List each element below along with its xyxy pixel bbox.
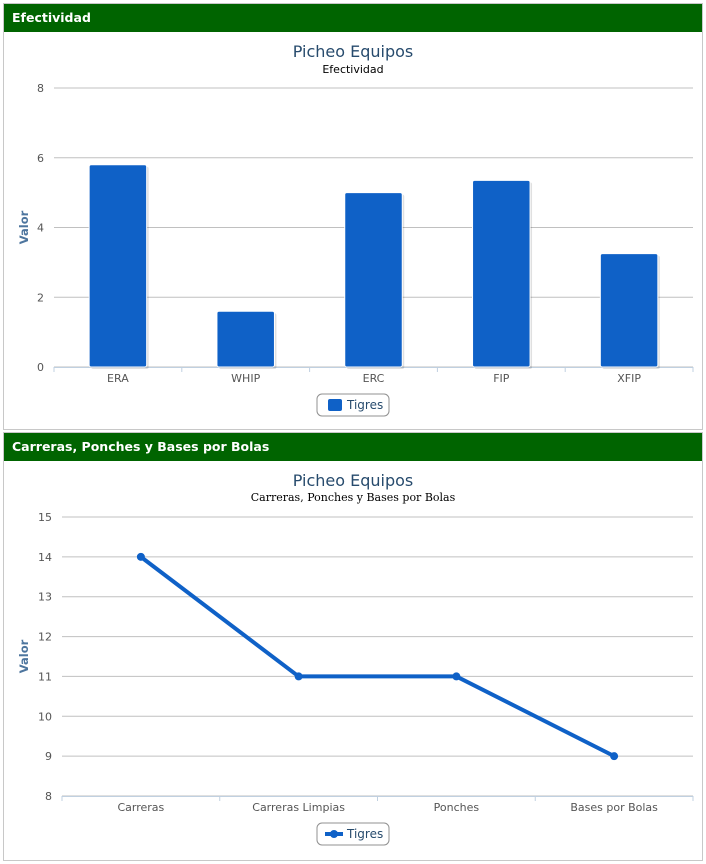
series-point: [452, 672, 461, 681]
x-tick-label: ERC: [363, 372, 385, 385]
y-tick-label: 8: [45, 790, 52, 803]
legend: Tigres: [316, 393, 390, 417]
y-tick-label: 2: [37, 291, 44, 304]
y-tick-label: 9: [45, 750, 52, 763]
panel-header-efectividad: Efectividad: [4, 4, 702, 32]
chart-subtitle: Carreras, Ponches y Bases por Bolas: [251, 491, 456, 504]
legend: Tigres: [316, 822, 390, 846]
legend-marker: [330, 830, 338, 838]
bar-erc: [344, 192, 403, 368]
x-tick-label: Carreras Limpias: [252, 801, 345, 814]
x-tick-label: XFIP: [617, 372, 641, 385]
legend-label: Tigres: [346, 398, 383, 412]
x-tick-label: ERA: [107, 372, 129, 385]
efectividad-bar-chart: Picheo Equipos Efectividad 0 2 4 6 8 ERA WHIP ERC…: [17, 42, 694, 417]
carreras-panel: Carreras, Ponches y Bases por Bolas Pich…: [3, 432, 703, 861]
chart-title: Picheo Equipos: [293, 471, 414, 490]
legend-symbol: [328, 399, 342, 411]
x-tick-label: WHIP: [231, 372, 260, 385]
y-tick-label: 13: [38, 591, 52, 604]
bar-era: [88, 164, 148, 368]
x-tick-label: FIP: [493, 372, 510, 385]
chart-title: Picheo Equipos: [293, 42, 414, 61]
y-tick-label: 8: [37, 82, 44, 95]
bar-xfip: [599, 253, 659, 368]
y-tick-label: 4: [37, 222, 44, 235]
series-point: [136, 552, 145, 561]
series-line-tigres: [138, 554, 617, 759]
bar-fip: [472, 179, 531, 368]
x-tick-label: Bases por Bolas: [570, 801, 658, 814]
series-point: [610, 752, 619, 761]
y-axis-title: Valor: [17, 639, 31, 673]
bar-whip: [216, 310, 275, 368]
efectividad-panel: Efectividad Picheo Equipos Efectividad 0 2 4…: [3, 3, 703, 430]
legend-label: Tigres: [346, 827, 383, 841]
y-tick-label: 10: [38, 710, 52, 723]
y-tick-label: 6: [37, 152, 44, 165]
y-tick-label: 0: [37, 361, 44, 374]
chart-subtitle: Efectividad: [322, 63, 383, 76]
series-point: [294, 672, 303, 681]
panel-header-carreras: Carreras, Ponches y Bases por Bolas: [4, 433, 702, 461]
legend-box: [316, 822, 390, 846]
x-tick-label: Ponches: [434, 801, 480, 814]
y-tick-label: 15: [38, 511, 52, 524]
y-tick-label: 12: [38, 631, 52, 644]
y-tick-label: 11: [38, 670, 52, 683]
y-axis-title: Valor: [17, 210, 31, 244]
x-tick-label: Carreras: [117, 801, 164, 814]
y-tick-label: 14: [38, 551, 52, 564]
